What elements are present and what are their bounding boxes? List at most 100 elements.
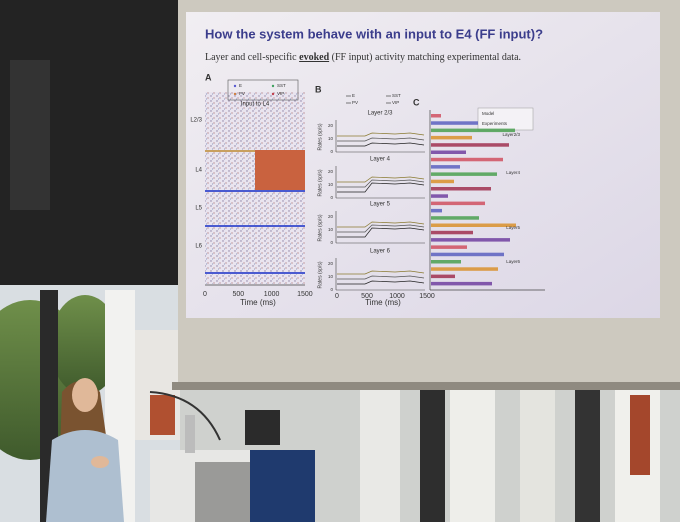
- bar: [431, 252, 504, 257]
- bar: [431, 223, 516, 227]
- raster-band: [205, 150, 255, 152]
- subplot-title: Layer 4: [370, 157, 391, 163]
- subplot-title: Layer 6: [370, 249, 391, 255]
- tree: [50, 295, 120, 395]
- x-tick-label: 1500: [419, 293, 435, 300]
- legend-entry: Model: [482, 111, 494, 116]
- screen-bar: [172, 382, 680, 390]
- mullion: [420, 385, 445, 522]
- bar: [431, 114, 441, 118]
- x-tick-label: 500: [361, 293, 373, 300]
- y-tick-label: 0: [330, 287, 333, 292]
- face: [72, 378, 98, 412]
- y-axis-label: Rates (sp/s): [317, 169, 323, 196]
- legend-entry: E: [239, 83, 242, 88]
- bar: [431, 187, 491, 191]
- bar: [431, 245, 467, 249]
- slide-title: How the system behave with an input to E…: [205, 26, 543, 41]
- subtitle-part: evoked: [299, 52, 329, 63]
- building-panel: [630, 395, 650, 475]
- bar: [431, 121, 478, 125]
- podium-banner: [250, 450, 315, 522]
- y-tick-label: 10: [328, 182, 334, 187]
- x-label: Time (ms): [240, 298, 276, 307]
- bar: [431, 201, 485, 206]
- bar: [431, 216, 479, 220]
- legend-box: [227, 79, 299, 101]
- rate-trace: [337, 132, 425, 137]
- x-tick-label: 500: [232, 291, 244, 298]
- bar: [431, 230, 473, 235]
- y-tick-label: 0: [330, 149, 333, 154]
- bar: [431, 267, 498, 271]
- legend-entry: VIP: [392, 100, 399, 105]
- bar: [431, 208, 442, 213]
- legend-marker: [233, 92, 237, 96]
- layer-label: Layer6: [506, 259, 520, 264]
- layer-label: L4: [195, 168, 202, 174]
- rate-trace: [337, 227, 425, 238]
- column: [360, 385, 400, 522]
- column: [520, 385, 555, 522]
- raster-band: [205, 190, 305, 192]
- bar: [431, 179, 454, 184]
- x-tick-label: 1000: [264, 291, 280, 298]
- x-tick-label: 1000: [389, 293, 405, 300]
- y-tick-label: 20: [328, 123, 334, 128]
- y-tick-label: 10: [328, 274, 334, 279]
- layer-label: L2/3: [190, 118, 202, 124]
- subtitle-part: (FF input) activity matching experimenta…: [329, 52, 521, 63]
- bar: [431, 238, 510, 242]
- bottle: [185, 415, 195, 453]
- y-axis-label: Rates (sp/s): [317, 214, 323, 241]
- legend-entry: Experiments: [482, 121, 508, 126]
- rate-trace: [337, 137, 425, 142]
- layer-label: L5: [195, 206, 202, 212]
- bar: [431, 165, 460, 169]
- bar: [431, 157, 503, 162]
- layer-label: L6: [195, 244, 202, 250]
- legend-marker: [271, 84, 275, 88]
- bar: [431, 274, 455, 279]
- subplot-title: Layer 5: [370, 202, 391, 208]
- x-tick-label: 1500: [297, 291, 313, 298]
- layer-label: Layer4: [506, 170, 520, 175]
- legend-marker: [233, 84, 237, 88]
- podium-grille: [195, 462, 250, 522]
- y-tick-label: 20: [328, 261, 334, 266]
- building-panel: [150, 395, 175, 435]
- microphone: [149, 391, 221, 441]
- rate-trace: [337, 270, 425, 275]
- hands: [91, 456, 109, 468]
- panel-label: C: [413, 97, 420, 107]
- raster-band: [205, 272, 305, 274]
- mullion: [575, 385, 600, 522]
- rate-trace: [337, 176, 425, 183]
- subplot-title: Layer 2/3: [367, 111, 393, 117]
- bar: [431, 135, 472, 140]
- y-axis-label: Rates (sp/s): [317, 261, 323, 288]
- rate-trace: [337, 182, 425, 193]
- rate-trace: [337, 221, 425, 228]
- evoked-block: [255, 150, 305, 192]
- legend-entry: PV: [352, 100, 358, 105]
- y-tick-label: 20: [328, 214, 334, 219]
- panel-label: A: [205, 72, 212, 82]
- window-frame: [10, 60, 50, 210]
- x-tick-label: 0: [335, 293, 339, 300]
- legend-marker: [271, 92, 275, 96]
- legend-entry: PV: [239, 91, 245, 96]
- bar: [431, 128, 515, 133]
- x-tick-label: 0: [203, 291, 207, 298]
- legend-entry: SST: [277, 83, 286, 88]
- x-label: Time (ms): [365, 298, 401, 307]
- legend-entry: E: [352, 93, 355, 98]
- y-tick-label: 0: [330, 195, 333, 200]
- y-tick-label: 20: [328, 169, 334, 174]
- y-tick-label: 10: [328, 227, 334, 232]
- raster-band: [205, 225, 305, 227]
- bar: [431, 150, 466, 154]
- input-label: Input to L4: [241, 102, 270, 108]
